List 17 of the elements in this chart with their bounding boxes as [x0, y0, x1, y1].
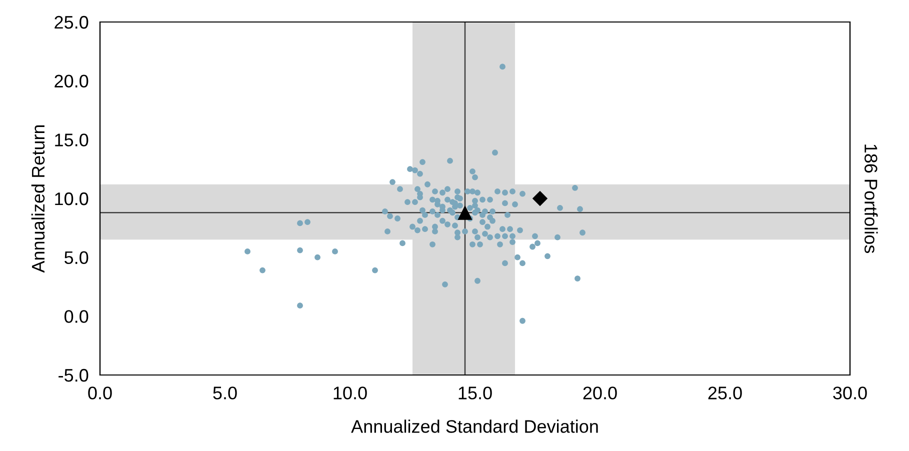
y-axis-title: Annualized Return [31, 125, 45, 273]
y-tick-label: 25.0 [54, 16, 88, 29]
y-tick-label: 0.0 [64, 310, 88, 323]
y-tick-label: -5.0 [58, 368, 88, 382]
y-tick-label: 10.0 [55, 192, 88, 206]
y2-axis-title: 186 Portfolios [864, 144, 878, 254]
x-tick-label: 15.0 [458, 386, 492, 400]
x-tick-label: 30.0 [833, 386, 867, 400]
x-axis-title: Annualized Standard Deviation [351, 420, 598, 433]
x-tick-label: 5.0 [213, 386, 237, 400]
x-tick-label: 10.0 [334, 386, 367, 400]
x-tick-label: 0.0 [88, 386, 112, 400]
y-tick-label: 20.0 [54, 74, 88, 88]
y-tick-label: 15.0 [55, 134, 88, 146]
y-tick-label: 5.0 [64, 251, 88, 264]
x-tick-label: 20.0 [583, 386, 617, 400]
x-tick-label: 25.0 [708, 386, 742, 400]
